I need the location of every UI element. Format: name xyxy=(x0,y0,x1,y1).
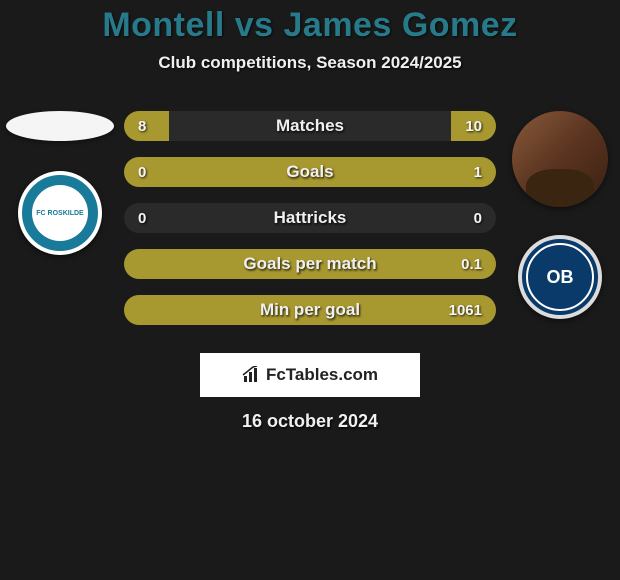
stats-column: 810Matches 01Goals 00Hattricks 0.1Goals per… xyxy=(120,101,500,341)
branding-bars-icon xyxy=(242,366,260,384)
club-badge-right xyxy=(518,235,602,319)
page-title: Montell vs James Gomez xyxy=(0,6,620,45)
stat-row: 1061Min per goal xyxy=(124,295,496,325)
comparison-card: Montell vs James Gomez Club competitions… xyxy=(0,0,620,432)
stat-label: Goals xyxy=(124,162,496,182)
player-avatar-left xyxy=(6,111,114,141)
right-side xyxy=(500,101,620,319)
stat-label: Min per goal xyxy=(124,300,496,320)
stat-label: Matches xyxy=(124,116,496,136)
snapshot-date: 16 october 2024 xyxy=(0,411,620,432)
stat-row: 810Matches xyxy=(124,111,496,141)
stat-label: Goals per match xyxy=(124,254,496,274)
stat-row: 01Goals xyxy=(124,157,496,187)
main-row: FC ROSKILDE 810Matches 01Goals 00Hattricks… xyxy=(0,101,620,341)
subtitle: Club competitions, Season 2024/2025 xyxy=(0,53,620,73)
stat-row: 00Hattricks xyxy=(124,203,496,233)
player-avatar-right xyxy=(512,111,608,207)
left-side: FC ROSKILDE xyxy=(0,101,120,255)
stat-row: 0.1Goals per match xyxy=(124,249,496,279)
club-badge-left-label: FC ROSKILDE xyxy=(32,185,88,241)
stat-label: Hattricks xyxy=(124,208,496,228)
club-badge-left: FC ROSKILDE xyxy=(18,171,102,255)
branding-box: FcTables.com xyxy=(200,353,420,397)
branding-text: FcTables.com xyxy=(266,365,378,385)
